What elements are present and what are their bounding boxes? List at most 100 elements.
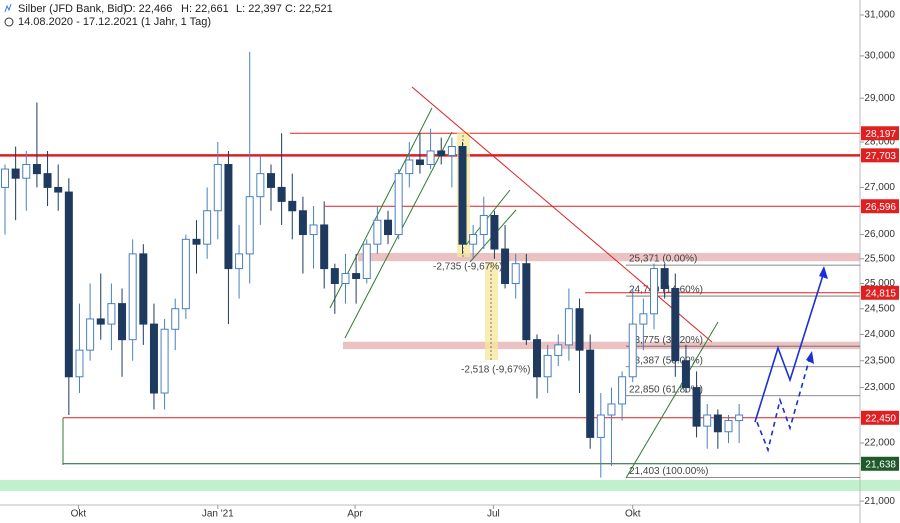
x-tick-label: Apr <box>347 509 363 520</box>
candle-body <box>501 248 510 284</box>
candle-body <box>660 268 669 289</box>
candle-body <box>309 224 318 236</box>
candle-body <box>149 323 158 394</box>
y-tick-label: 23,000 <box>864 382 895 393</box>
ohlc: L: 22,397 <box>236 3 282 15</box>
candle-body <box>75 349 84 378</box>
candle-body <box>192 238 201 245</box>
y-tick-label: 28,000 <box>864 137 895 148</box>
candle-body <box>724 420 733 433</box>
candle-body <box>266 173 275 188</box>
y-tick-label: 24,000 <box>864 329 895 340</box>
candle-body <box>384 219 393 236</box>
clock-icon <box>4 17 14 27</box>
candle-body <box>54 186 63 193</box>
candle-body <box>11 168 20 179</box>
candle-body <box>522 263 531 341</box>
candle-body <box>224 164 233 270</box>
candle-body <box>160 328 169 394</box>
x-tick-label: Okt <box>625 509 641 520</box>
level-tag <box>861 456 899 471</box>
level-tag <box>861 285 899 300</box>
candle-body <box>671 287 680 362</box>
y-tick-label: 31,000 <box>864 10 895 21</box>
candle-body <box>64 191 73 378</box>
arrow-head <box>819 266 828 279</box>
candle-body <box>362 243 371 280</box>
arrow-head <box>806 351 814 364</box>
candle-body <box>139 253 148 325</box>
candles <box>1 51 744 478</box>
candle-body <box>235 253 244 270</box>
y-tick-label: 27,000 <box>864 182 895 193</box>
labels: 28,197 27,703 26,596 24,815 22,450 21,638 <box>861 126 899 471</box>
annotation: -2,518 (-9,67%) <box>461 365 530 376</box>
candle-body <box>118 303 127 341</box>
candle-body <box>554 344 563 356</box>
level-label: 22,450 <box>865 413 896 424</box>
candle-body <box>490 214 499 250</box>
candle-body <box>86 318 95 351</box>
y-tick-label: 26,000 <box>864 229 895 240</box>
candle-body <box>22 164 31 179</box>
candle-body <box>352 273 361 280</box>
candle-body <box>458 145 467 245</box>
x-tick-label: Jul <box>487 509 500 520</box>
candle-body <box>618 376 627 405</box>
y-tick-label: 22,000 <box>864 438 895 449</box>
level-tag <box>861 126 899 141</box>
candle-body <box>586 349 595 438</box>
candle-body <box>405 159 414 175</box>
candle-body <box>447 145 456 156</box>
candle-body <box>575 308 584 351</box>
projection <box>754 271 825 423</box>
candle-body <box>511 263 520 284</box>
candle-body <box>532 339 541 378</box>
zone <box>0 479 900 492</box>
candle-body <box>43 173 52 188</box>
annotation: -2,735 (-9,67%) <box>433 262 502 273</box>
fib-label: 22,850 (61.80%) <box>629 384 703 395</box>
zone <box>343 341 860 350</box>
ohlc: O: 22,466 <box>124 3 172 15</box>
candle-body <box>437 150 446 156</box>
candle-body <box>650 268 659 315</box>
level-label: 26,596 <box>865 202 896 213</box>
drawings <box>62 86 828 479</box>
ohlc: C: 22,521 <box>285 3 333 15</box>
candle-body <box>426 150 435 166</box>
candle-body <box>479 214 488 236</box>
candle-body <box>245 196 254 255</box>
fib-label: 23,775 (38.20%) <box>629 335 703 346</box>
candle-body <box>256 173 265 198</box>
candle-body <box>469 234 478 245</box>
candle-body <box>213 164 222 212</box>
candle-body <box>32 164 41 175</box>
level-label: 24,815 <box>865 288 896 299</box>
candle-body <box>1 168 10 188</box>
level-tag <box>861 410 899 425</box>
ohlc: H: 22,661 <box>181 3 229 15</box>
y-tick-label: 25,500 <box>864 253 895 264</box>
candle-body <box>330 268 339 284</box>
fib-label: 25,371 (0.00%) <box>629 254 697 265</box>
candle-body <box>203 210 212 245</box>
candle-body <box>128 253 137 341</box>
candle-body <box>639 313 648 325</box>
candle-body <box>607 403 616 416</box>
level-label: 28,197 <box>865 129 896 140</box>
candle-body <box>96 318 105 325</box>
y-tick-label: 21,000 <box>864 496 895 507</box>
zones <box>0 252 900 492</box>
candle-body <box>298 210 307 236</box>
candle-body <box>543 354 552 378</box>
candle-body <box>628 323 637 378</box>
level-tag <box>861 148 899 163</box>
x-tick-label: Okt <box>71 509 87 520</box>
candle-body <box>713 414 722 433</box>
candle-body <box>373 219 382 245</box>
candle-body <box>171 308 180 330</box>
y-tick-label: 25,000 <box>864 278 895 289</box>
